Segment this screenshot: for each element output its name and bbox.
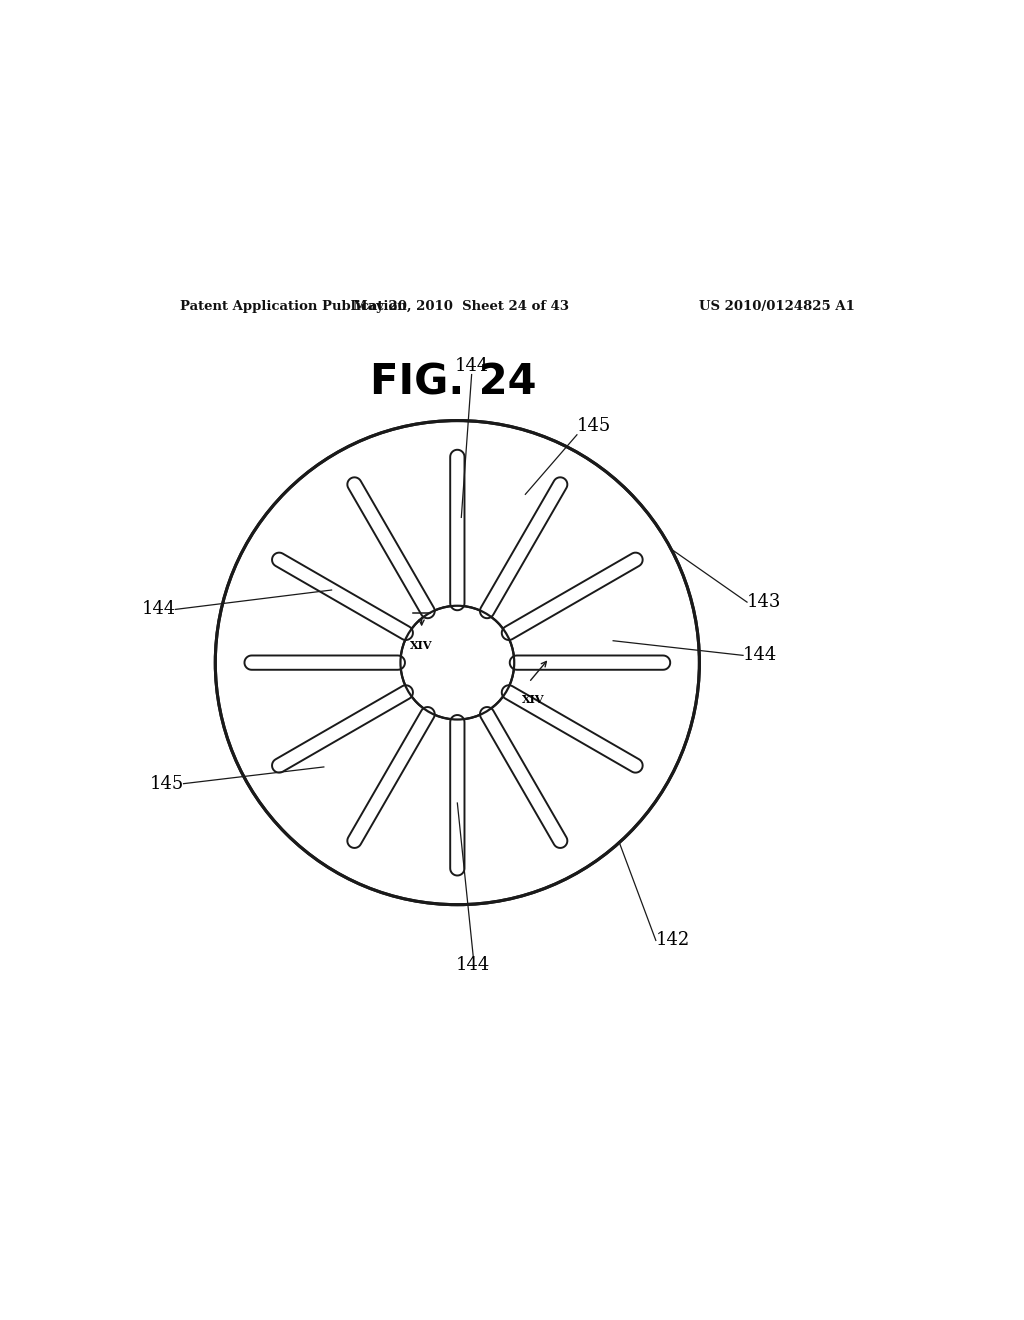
Text: XIV: XIV <box>411 640 433 651</box>
Text: 142: 142 <box>655 932 690 949</box>
Polygon shape <box>480 708 567 847</box>
Text: 144: 144 <box>456 956 490 974</box>
Polygon shape <box>245 656 404 669</box>
Text: May 20, 2010  Sheet 24 of 43: May 20, 2010 Sheet 24 of 43 <box>353 300 569 313</box>
Polygon shape <box>451 450 465 610</box>
Polygon shape <box>510 656 670 669</box>
Polygon shape <box>480 478 567 618</box>
Text: 144: 144 <box>141 601 176 618</box>
Polygon shape <box>272 685 413 772</box>
Polygon shape <box>272 553 413 640</box>
Text: FIG. 24: FIG. 24 <box>370 362 537 403</box>
Polygon shape <box>502 553 643 640</box>
Text: 145: 145 <box>150 775 183 792</box>
Polygon shape <box>347 478 434 618</box>
Text: 144: 144 <box>743 647 777 664</box>
Polygon shape <box>502 685 643 772</box>
Text: 144: 144 <box>455 356 488 375</box>
Text: Patent Application Publication: Patent Application Publication <box>179 300 407 313</box>
Polygon shape <box>347 708 434 847</box>
Text: 143: 143 <box>748 593 781 611</box>
Polygon shape <box>451 715 465 875</box>
Text: 145: 145 <box>577 417 611 434</box>
Text: XIV: XIV <box>521 693 544 705</box>
Text: US 2010/0124825 A1: US 2010/0124825 A1 <box>699 300 855 313</box>
Circle shape <box>215 421 699 904</box>
